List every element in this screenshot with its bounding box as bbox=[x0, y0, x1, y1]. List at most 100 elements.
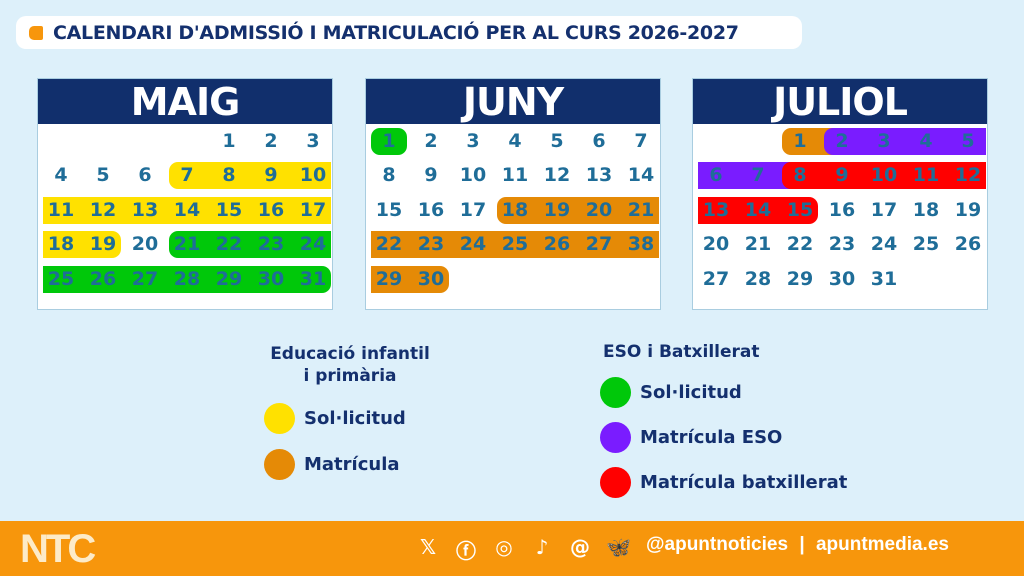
website-link[interactable]: apuntmedia.es bbox=[815, 534, 949, 555]
day-cell: 28 bbox=[744, 267, 772, 290]
day-cell: 9 bbox=[264, 164, 278, 187]
bluesky-icon[interactable]: 🦋 bbox=[606, 535, 631, 559]
day-cell: 17 bbox=[299, 198, 327, 221]
page-title: CALENDARI D'ADMISSIÓ I MATRICULACIÓ PER … bbox=[53, 21, 739, 44]
day-cell: 22 bbox=[215, 233, 243, 256]
day-cell: 21 bbox=[173, 233, 201, 256]
day-cell: 26 bbox=[954, 233, 982, 256]
day-cell: 16 bbox=[417, 198, 445, 221]
day-cell: 25 bbox=[501, 233, 529, 256]
day-cell: 24 bbox=[299, 233, 327, 256]
highlight-matricula-batxillerat bbox=[698, 196, 818, 224]
day-cell: 27 bbox=[702, 267, 730, 290]
day-cell: 20 bbox=[702, 233, 730, 256]
day-cell: 7 bbox=[634, 130, 648, 152]
day-cell: 21 bbox=[744, 233, 772, 256]
facebook-icon[interactable]: ⓕ bbox=[456, 539, 476, 563]
highlight-solicitud-eso bbox=[169, 231, 331, 259]
day-cell: 9 bbox=[424, 164, 438, 187]
day-cell: 24 bbox=[870, 233, 898, 256]
month-title: JULIOL bbox=[693, 79, 987, 124]
day-cell: 2 bbox=[264, 130, 278, 152]
title-marker-icon bbox=[29, 25, 43, 40]
x-icon[interactable]: 𝕏 bbox=[419, 535, 437, 559]
footer: NTC 𝕏 ⓕ ◎ ♪ @ 🦋 @apuntnoticies | apuntme… bbox=[0, 521, 1024, 576]
day-cell: 24 bbox=[459, 233, 487, 256]
day-cell: 13 bbox=[585, 164, 613, 187]
highlight-solicitud-infantil bbox=[169, 162, 331, 190]
day-cell: 29 bbox=[215, 267, 243, 290]
legend-item-matricula-eso: Matrícula ESO bbox=[600, 422, 782, 453]
day-cell: 14 bbox=[744, 198, 772, 221]
day-cell: 5 bbox=[961, 130, 975, 152]
day-cell: 2 bbox=[835, 130, 849, 152]
day-cell: 18 bbox=[47, 233, 75, 256]
legend-title-line: Educació infantil bbox=[270, 344, 430, 364]
day-cell: 12 bbox=[543, 164, 571, 187]
calendar-maig: MAIG 1 2 3 4 5 6 7 8 9 10 11 12 13 14 15 16 17 18 19 20 21 22… bbox=[37, 78, 333, 310]
tiktok-icon[interactable]: ♪ bbox=[535, 535, 549, 559]
day-cell: 20 bbox=[585, 198, 613, 221]
calendar-juny: JUNY 1 2 3 4 5 6 7 8 9 10 11 12 13 14 15 16 17 18 19 20 21 22… bbox=[365, 78, 661, 310]
day-cell: 23 bbox=[828, 233, 856, 256]
legend-item-matricula-infantil: Matrícula bbox=[264, 449, 400, 480]
day-cell: 15 bbox=[375, 198, 403, 221]
day-cell: 8 bbox=[793, 164, 807, 187]
legend-label: Sol·licitud bbox=[304, 408, 406, 429]
day-cell: 29 bbox=[786, 267, 814, 290]
day-cell: 12 bbox=[89, 198, 117, 221]
day-cell: 1 bbox=[793, 130, 807, 152]
day-cell: 20 bbox=[131, 233, 159, 256]
highlight-matricula-batxillerat bbox=[782, 162, 986, 190]
ntc-logo: NTC bbox=[20, 527, 96, 571]
day-cell: 9 bbox=[835, 164, 849, 187]
day-cell: 7 bbox=[180, 164, 194, 187]
green-dot-icon bbox=[600, 377, 631, 408]
legend-title-line: i primària bbox=[303, 366, 397, 386]
title-banner: CALENDARI D'ADMISSIÓ I MATRICULACIÓ PER … bbox=[16, 16, 802, 49]
month-title: JUNY bbox=[366, 79, 660, 124]
calendar-juliol: JULIOL 1 2 3 4 5 6 7 8 9 10 11 12 13 14 15 16 17 18 19 20 21… bbox=[692, 78, 988, 310]
yellow-dot-icon bbox=[264, 403, 295, 434]
footer-links: @apuntnoticies | apuntmedia.es bbox=[646, 534, 949, 556]
day-cell: 6 bbox=[709, 164, 723, 187]
day-cell: 11 bbox=[47, 198, 75, 221]
day-cell: 11 bbox=[501, 164, 529, 187]
legend-label: Matrícula batxillerat bbox=[640, 472, 848, 493]
day-cell: 1 bbox=[382, 130, 396, 152]
day-cell: 5 bbox=[550, 130, 564, 152]
handle-link[interactable]: @apuntnoticies bbox=[646, 534, 789, 555]
legend-item-matricula-batxillerat: Matrícula batxillerat bbox=[600, 467, 847, 498]
day-cell: 23 bbox=[257, 233, 285, 256]
day-cell: 27 bbox=[131, 267, 159, 290]
day-cell: 30 bbox=[257, 267, 285, 290]
instagram-icon[interactable]: ◎ bbox=[495, 535, 513, 559]
day-cell: 5 bbox=[96, 164, 110, 187]
day-cell: 16 bbox=[257, 198, 285, 221]
day-cell: 31 bbox=[299, 267, 327, 290]
legend-eso-title: ESO i Batxillerat bbox=[603, 342, 760, 362]
highlight-solicitud-eso bbox=[371, 128, 407, 155]
month-grid: 1 2 3 4 5 6 7 8 9 10 11 12 13 14 15 16 17 18 19 20 21 22 23 24 2… bbox=[366, 124, 660, 311]
day-cell: 15 bbox=[215, 198, 243, 221]
day-cell: 30 bbox=[828, 267, 856, 290]
threads-icon[interactable]: @ bbox=[570, 535, 590, 559]
day-cell: 4 bbox=[54, 164, 68, 187]
day-cell: 3 bbox=[466, 130, 480, 152]
day-cell: 17 bbox=[870, 198, 898, 221]
day-cell: 10 bbox=[299, 164, 327, 187]
day-cell: 18 bbox=[912, 198, 940, 221]
highlight-solicitud-infantil bbox=[43, 231, 121, 259]
day-cell: 22 bbox=[786, 233, 814, 256]
day-cell: 17 bbox=[459, 198, 487, 221]
day-cell: 26 bbox=[89, 267, 117, 290]
day-cell: 19 bbox=[89, 233, 117, 256]
day-cell: 28 bbox=[173, 267, 201, 290]
legend-label: Matrícula bbox=[304, 454, 400, 475]
day-cell: 23 bbox=[417, 233, 445, 256]
day-cell: 31 bbox=[870, 267, 898, 290]
month-grid: 1 2 3 4 5 6 7 8 9 10 11 12 13 14 15 16 17 18 19 20 21 22 23 24 2… bbox=[693, 124, 987, 311]
day-cell: 18 bbox=[501, 198, 529, 221]
day-cell: 22 bbox=[375, 233, 403, 256]
day-cell: 13 bbox=[131, 198, 159, 221]
